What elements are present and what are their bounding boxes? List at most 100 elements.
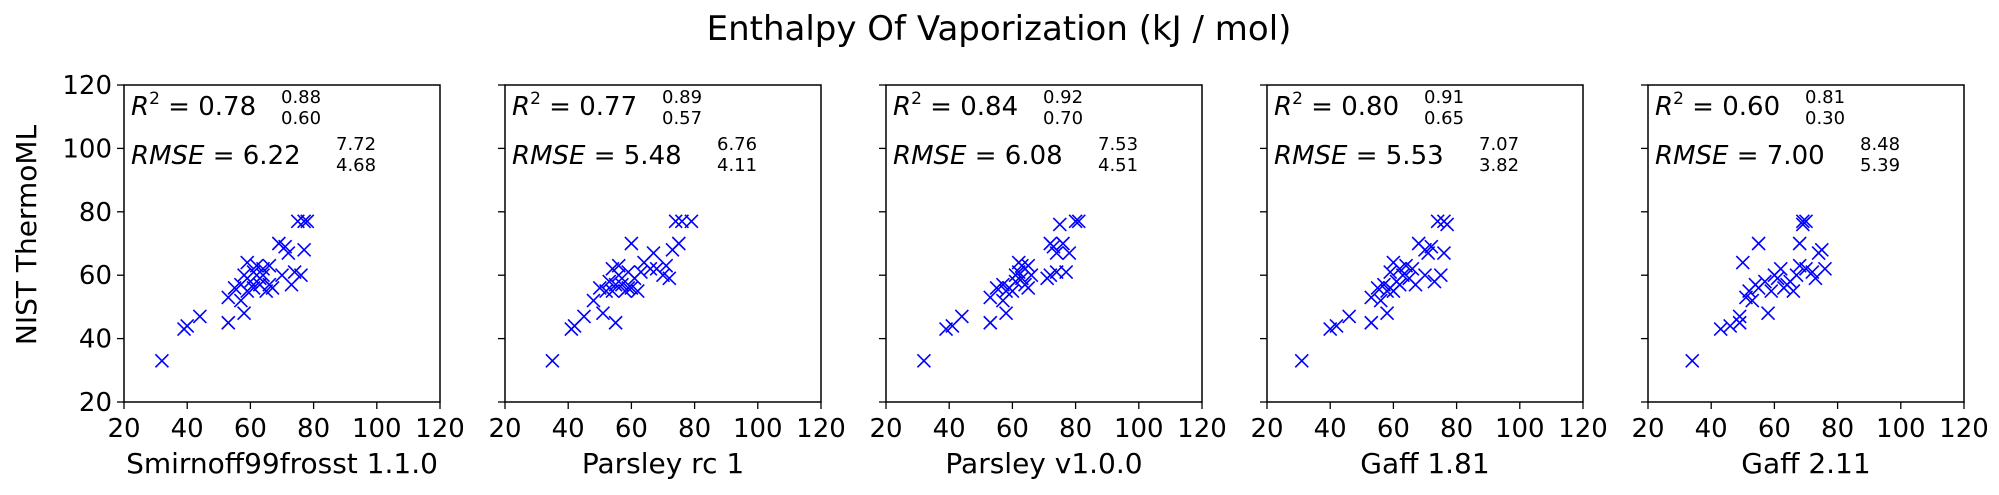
x-tick-label: 40 <box>933 414 966 444</box>
data-point <box>297 242 312 257</box>
r-squared-annotation: R2 = 0.80 <box>1274 89 1399 122</box>
y-tick-label: 80 <box>79 198 112 228</box>
data-point <box>1424 239 1439 254</box>
x-tick-label: 60 <box>615 414 648 444</box>
data-point <box>1392 277 1407 292</box>
data-point <box>671 236 686 251</box>
data-point <box>1380 306 1395 321</box>
data-point <box>1294 353 1309 368</box>
r-squared-annotation: R2 = 0.78 <box>131 89 256 122</box>
x-tick-label: 20 <box>488 414 521 444</box>
rmse-lower: 3.82 <box>1479 155 1519 176</box>
rmse-annotation: RMSE = 6.08 <box>893 141 1063 171</box>
data-point <box>255 268 271 283</box>
data-point <box>1329 318 1344 333</box>
data-point <box>646 245 661 261</box>
rmse-lower: 5.39 <box>1860 155 1900 176</box>
data-point <box>621 280 636 295</box>
scatter-panel-1: 20 40 60 80 100 12020406080100120Smirnoff99fr… <box>62 71 464 480</box>
data-point <box>1436 245 1452 261</box>
data-point <box>233 293 248 308</box>
x-tick-label: 100 <box>733 414 783 444</box>
data-point <box>154 353 169 368</box>
data-point <box>1433 268 1448 283</box>
data-point <box>1052 217 1067 232</box>
r-squared-lower: 0.60 <box>281 108 321 129</box>
y-tick-label: 120 <box>62 71 112 101</box>
r-squared-lower: 0.57 <box>662 108 702 129</box>
x-axis-label: Gaff 2.11 <box>1741 447 1870 480</box>
data-point <box>1764 283 1779 299</box>
data-point <box>293 268 309 283</box>
shared-y-axis-label: NIST ThermoML <box>10 124 43 345</box>
r-squared-value: 0.80 <box>1341 92 1399 122</box>
data-point <box>999 306 1014 321</box>
data-point <box>1814 242 1829 257</box>
data-point <box>1021 258 1036 273</box>
data-point <box>1713 322 1728 337</box>
x-tick-label: 80 <box>1059 414 1092 444</box>
x-tick-label: 60 <box>1377 414 1410 444</box>
data-point <box>192 309 207 324</box>
data-point <box>643 261 658 276</box>
data-point <box>633 264 648 280</box>
scatter-panel-4: 20 40 60 80 100 120 Gaff 1.81 R2 = 0.80 0.910.65… <box>1250 84 1608 480</box>
data-point <box>545 353 560 368</box>
rmse-upper: 7.07 <box>1479 134 1519 155</box>
x-axis-label: Smirnoff99frosst 1.1.0 <box>126 447 438 480</box>
r-squared-lower: 0.30 <box>1805 108 1845 129</box>
rmse-value: 5.53 <box>1386 141 1444 171</box>
r-squared-upper: 0.89 <box>662 87 702 108</box>
data-point <box>1342 309 1357 324</box>
x-tick-label: 120 <box>1939 414 1989 444</box>
data-point <box>1745 293 1760 308</box>
x-tick-label: 100 <box>1876 414 1926 444</box>
data-point <box>1383 264 1398 280</box>
data-point <box>1757 274 1772 289</box>
x-tick-label: 20 <box>869 414 902 444</box>
x-tick-label: 80 <box>1440 414 1473 444</box>
data-point <box>1062 245 1077 261</box>
plot-frame <box>123 84 441 403</box>
y-tick-label: 40 <box>79 325 112 355</box>
data-point <box>1773 261 1788 276</box>
data-point <box>1732 315 1747 330</box>
data-point <box>1795 214 1810 229</box>
data-point <box>624 236 639 251</box>
x-tick-label: 120 <box>1558 414 1608 444</box>
rmse-annotation: RMSE = 7.00 <box>1655 141 1825 171</box>
data-point <box>1798 214 1814 229</box>
rmse-annotation: RMSE = 5.53 <box>1274 141 1444 171</box>
x-tick-label: 40 <box>552 414 585 444</box>
rmse-value: 7.00 <box>1767 141 1825 171</box>
r-squared-annotation: R2 = 0.60 <box>1655 89 1780 122</box>
r-squared-annotation: R2 = 0.84 <box>893 89 1018 122</box>
data-point <box>1049 245 1064 261</box>
y-tick-label: 100 <box>62 134 112 164</box>
data-point <box>595 306 611 321</box>
x-axis-label: Gaff 1.81 <box>1360 447 1489 480</box>
rmse-lower: 4.68 <box>336 155 376 176</box>
data-point <box>1364 290 1379 305</box>
x-tick-label: 40 <box>1695 414 1728 444</box>
x-tick-label: 80 <box>297 414 330 444</box>
scatter-panel-3: 20 40 60 80 100 120 Parsley v1.0.0 R2 = 0.84 0.9… <box>869 84 1227 480</box>
r-squared-annotation: R2 = 0.77 <box>512 89 637 122</box>
plot-frame <box>504 84 822 403</box>
data-point <box>611 258 626 273</box>
data-point <box>630 283 645 299</box>
rmse-value: 6.08 <box>1005 141 1063 171</box>
data-point <box>300 214 315 229</box>
rmse-value: 6.22 <box>243 141 301 171</box>
r-squared-upper: 0.91 <box>1424 87 1464 108</box>
data-point <box>599 283 614 299</box>
scatter-panel-5: 20 40 60 80 100 120 Gaff 2.11 R2 = 0.60 0.810.30… <box>1631 84 1989 480</box>
rmse-upper: 7.53 <box>1098 134 1138 155</box>
data-point <box>237 306 252 321</box>
data-point <box>1751 236 1766 251</box>
data-point <box>180 318 195 333</box>
figure-title: Enthalpy Of Vaporization (kJ / mol) <box>707 9 1292 49</box>
data-point <box>1059 264 1074 280</box>
